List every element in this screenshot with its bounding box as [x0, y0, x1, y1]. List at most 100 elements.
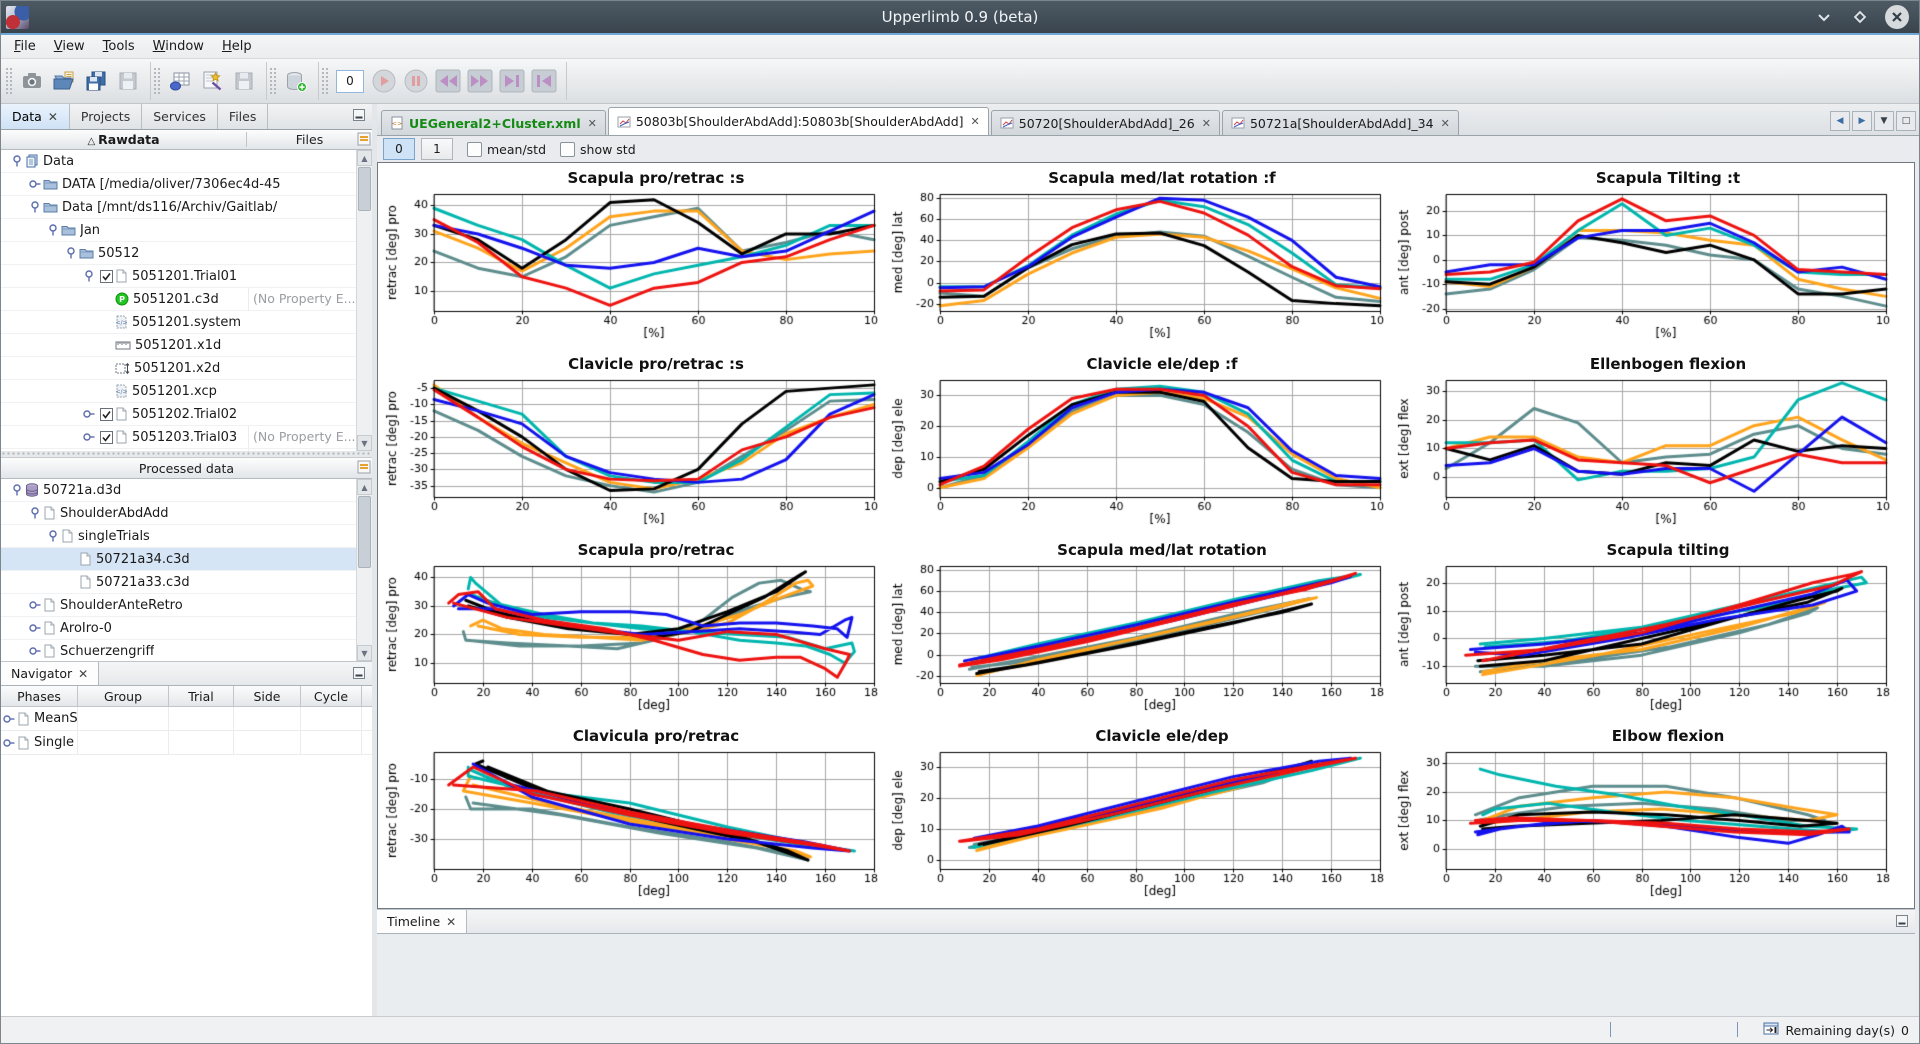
rawdata-header[interactable]: △ Rawdata Files — [1, 130, 372, 150]
navigator-column-cycle[interactable]: Cycle — [301, 686, 362, 706]
frame-spinner[interactable]: 0 — [336, 69, 364, 93]
scroll-tabs-right-icon[interactable]: ▶ — [1852, 111, 1872, 131]
menu-file[interactable]: File — [14, 39, 36, 54]
sidebar-tab-files[interactable]: Files — [218, 104, 269, 129]
expand-handle-icon[interactable] — [27, 621, 43, 635]
scroll-down-icon[interactable]: ▼ — [357, 645, 372, 661]
close-icon[interactable]: ✕ — [1201, 116, 1211, 130]
maximize-icon[interactable] — [1849, 6, 1871, 28]
close-icon[interactable]: ✕ — [47, 109, 58, 124]
tree-row[interactable]: 50721a.d3d — [1, 479, 356, 502]
cycle-toggle-1[interactable]: 1 — [421, 138, 453, 160]
navigator-column-group[interactable]: Group — [78, 686, 169, 706]
tree-row[interactable]: ShoulderAnteRetro — [1, 594, 356, 617]
navigator-column-side[interactable]: Side — [234, 686, 301, 706]
menu-tools[interactable]: Tools — [102, 39, 135, 54]
sidebar-tab-data[interactable]: Data ✕ — [1, 104, 70, 129]
table-button[interactable] — [164, 65, 196, 97]
close-icon[interactable]: ✕ — [970, 115, 980, 128]
tree-row[interactable]: Schuerzengriff — [1, 640, 356, 661]
doc-tab-uegeneral2-cluster-xml[interactable]: <> UEGeneral2+Cluster.xml ✕ — [381, 110, 606, 135]
unchecked-checkbox[interactable] — [560, 141, 576, 157]
scroll-up-icon[interactable]: ▲ — [357, 479, 372, 495]
toolbar-grip[interactable] — [153, 67, 160, 95]
close-icon[interactable]: ✕ — [587, 116, 597, 130]
collapse-handle-icon[interactable] — [63, 246, 79, 261]
expand-handle-icon[interactable] — [81, 407, 97, 421]
navigator-row[interactable]: Single — [1, 731, 372, 755]
tree-row[interactable]: Data [/mnt/ds116/Archiv/Gaitlab/ — [1, 196, 356, 219]
sidebar-tab-services[interactable]: Services — [142, 104, 218, 129]
minimize-panel-icon[interactable] — [1893, 913, 1911, 929]
scroll-up-icon[interactable]: ▲ — [357, 150, 372, 166]
tree-row[interactable]: Jan — [1, 219, 356, 242]
panel-splitter[interactable] — [1, 451, 372, 457]
tree-row[interactable]: DATA [/media/oliver/7306ec4d-45 — [1, 173, 356, 196]
minimize-panel-icon[interactable] — [350, 665, 368, 681]
tree-row[interactable]: P 5051201.c3d — [1, 288, 356, 311]
expand-handle-icon[interactable] — [1, 712, 17, 726]
navigator-column-trial[interactable]: Trial — [169, 686, 234, 706]
collapse-handle-icon[interactable] — [27, 506, 43, 521]
save-disabled-button[interactable] — [112, 65, 144, 97]
tab-timeline[interactable]: Timeline ✕ — [377, 910, 468, 933]
toolbar-grip[interactable] — [269, 67, 276, 95]
fast-forward-button[interactable] — [464, 65, 496, 97]
minimize-panel-icon[interactable] — [350, 107, 368, 123]
wizard-button[interactable] — [196, 65, 228, 97]
expand-handle-icon[interactable] — [81, 430, 97, 444]
tree-row[interactable]: 5051201.Trial01 — [1, 265, 356, 288]
checked-checkbox[interactable] — [97, 430, 115, 444]
checkbox-show-std[interactable]: show std — [560, 141, 636, 157]
collapse-handle-icon[interactable] — [45, 223, 61, 238]
toolbar-grip[interactable] — [5, 67, 12, 95]
processed-scrollbar[interactable]: ▲ ▼ — [356, 479, 372, 661]
scroll-thumb[interactable] — [358, 496, 371, 568]
tree-row[interactable]: 5051201.x2d — [1, 357, 356, 380]
tree-row[interactable]: 5051204.Trial04 — [1, 449, 356, 451]
camera-button[interactable] — [16, 65, 48, 97]
checked-checkbox[interactable] — [97, 269, 115, 283]
step-start-button[interactable] — [528, 65, 560, 97]
tab-list-dropdown-icon[interactable]: ▼ — [1874, 111, 1894, 131]
tab-navigator[interactable]: Navigator ✕ — [1, 662, 100, 685]
expand-handle-icon[interactable] — [27, 598, 43, 612]
tree-row[interactable]: 50721a33.c3d — [1, 571, 356, 594]
checked-checkbox[interactable] — [97, 407, 115, 421]
sidebar-splitter[interactable] — [372, 104, 377, 1016]
tree-row[interactable]: singleTrials — [1, 525, 356, 548]
navigator-column-phases[interactable]: Phases — [1, 686, 78, 706]
expand-handle-icon[interactable] — [27, 644, 43, 658]
doc-tab-50803b-shoulderabdadd-50803b-s[interactable]: 50803b[ShoulderAbdAdd]:50803b[ShoulderAb… — [607, 107, 989, 135]
tree-row[interactable]: AroIro-0 — [1, 617, 356, 640]
tree-row[interactable]: 5051201.x1d — [1, 334, 356, 357]
collapse-handle-icon[interactable] — [81, 269, 97, 284]
sidebar-tab-projects[interactable]: Projects — [70, 104, 143, 129]
play-button[interactable] — [368, 65, 400, 97]
db-add-button[interactable] — [280, 65, 312, 97]
rewind-button[interactable] — [432, 65, 464, 97]
collapse-handle-icon[interactable] — [9, 483, 25, 498]
save-all-button[interactable] — [80, 65, 112, 97]
close-icon[interactable]: ✕ — [1440, 116, 1450, 130]
doc-tab-50721a-shoulderabdadd-34[interactable]: 50721a[ShoulderAbdAdd]_34 ✕ — [1221, 110, 1459, 135]
expand-handle-icon[interactable] — [1, 736, 17, 750]
close-icon[interactable]: ✕ — [446, 914, 457, 929]
tree-row[interactable]: Data — [1, 150, 356, 173]
checkbox-mean-std[interactable]: mean/std — [467, 141, 546, 157]
scroll-down-icon[interactable]: ▼ — [357, 435, 372, 451]
tree-row[interactable]: 50512 — [1, 242, 356, 265]
maximize-editor-icon[interactable]: □ — [1896, 111, 1916, 131]
tree-row[interactable]: ShoulderAbdAdd — [1, 502, 356, 525]
doc-tab-50720-shoulderabdadd-26[interactable]: 50720[ShoulderAbdAdd]_26 ✕ — [990, 110, 1220, 135]
column-settings-icon[interactable] — [357, 460, 371, 477]
column-settings-icon[interactable] — [357, 132, 371, 149]
navigator-row[interactable]: MeanS — [1, 707, 372, 731]
step-end-button[interactable] — [496, 65, 528, 97]
collapse-handle-icon[interactable] — [9, 154, 25, 169]
menu-window[interactable]: Window — [152, 39, 204, 54]
tree-row[interactable]: 5051202.Trial02 — [1, 403, 356, 426]
save-disabled-button[interactable] — [228, 65, 260, 97]
cycle-toggle-0[interactable]: 0 — [383, 138, 415, 160]
collapse-handle-icon[interactable] — [45, 529, 61, 544]
